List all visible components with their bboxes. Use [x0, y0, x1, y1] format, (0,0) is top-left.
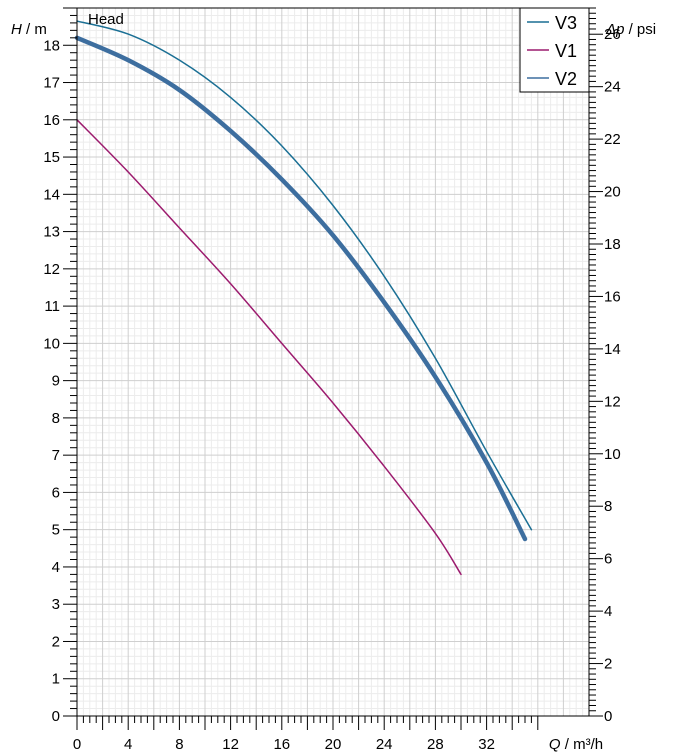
series-line-v1	[76, 119, 462, 576]
y-tick-label: 0	[52, 708, 60, 725]
y2-tick-label: 18	[604, 236, 621, 253]
y-tick-label: 11	[44, 298, 60, 315]
y-axis-variable: H	[11, 21, 22, 38]
x-axis-variable: Q	[549, 736, 561, 753]
y2-axis-unit: / psi	[624, 21, 656, 38]
major-grid	[77, 8, 589, 716]
x-axis-unit: / m³/h	[561, 736, 604, 753]
legend-label-v2: V2	[555, 69, 577, 89]
y-tick-label: 14	[43, 186, 60, 203]
y2-tick-label: 10	[604, 446, 621, 463]
x-tick-label: 12	[222, 736, 239, 753]
y2-tick-label: 16	[604, 288, 621, 305]
y2-axis-variable: Δp	[605, 21, 624, 38]
series-line-v3	[76, 20, 533, 531]
y2-tick-label: 22	[604, 131, 621, 148]
y-tick-label: 15	[43, 149, 60, 166]
y-tick-label: 5	[52, 522, 60, 539]
x-tick-label: 4	[124, 736, 132, 753]
y2-tick-label: 2	[604, 656, 612, 673]
y-tick-label: 13	[43, 224, 60, 241]
bottom-axis: 0 4 8 12 16 20 24 28 32	[73, 716, 539, 753]
y2-tick-label: 12	[604, 393, 621, 410]
y2-tick-label: 14	[604, 341, 621, 358]
y-tick-label: 10	[43, 335, 60, 352]
y2-tick-label: 20	[604, 184, 621, 201]
y-tick-label: 4	[52, 559, 60, 576]
series-line-v2	[74, 35, 528, 542]
x-tick-label: 16	[273, 736, 290, 753]
y2-tick-label: 0	[604, 708, 612, 725]
x-tick-label: 28	[427, 736, 444, 753]
y2-tick-label: 6	[604, 551, 612, 568]
x-tick-label: 0	[73, 736, 81, 753]
x-axis-label: Q / m³/h	[549, 736, 603, 753]
x-tick-label: 32	[478, 736, 495, 753]
x-tick-label: 20	[325, 736, 342, 753]
y2-axis-label: Δp / psi	[605, 21, 656, 38]
legend: V3 V1 V2	[519, 7, 590, 93]
y-tick-label: 17	[43, 75, 60, 92]
y2-tick-label: 24	[604, 79, 621, 96]
y-axis-unit: / m	[22, 21, 47, 38]
y-tick-label: 3	[52, 596, 60, 613]
y-tick-label: 8	[52, 410, 60, 427]
y-tick-label: 18	[43, 37, 60, 54]
y2-tick-label: 8	[604, 498, 612, 515]
y-tick-label: 2	[52, 633, 60, 650]
y-axis-label: H / m	[11, 21, 47, 38]
y-tick-label: 1	[52, 671, 60, 688]
x-tick-label: 8	[175, 736, 183, 753]
x-tick-label: 24	[376, 736, 393, 753]
chart-title: Head	[88, 11, 124, 28]
y2-tick-label: 26	[604, 26, 621, 43]
y-tick-label: 16	[43, 112, 60, 129]
legend-label-v1: V1	[555, 41, 577, 61]
legend-label-v3: V3	[555, 13, 577, 33]
y-tick-label: 12	[43, 261, 60, 278]
y-tick-label: 9	[52, 373, 60, 390]
y-tick-label: 6	[52, 484, 60, 501]
y-tick-label: 7	[52, 447, 60, 464]
series-layer	[74, 20, 533, 576]
y2-tick-label: 4	[604, 603, 612, 620]
